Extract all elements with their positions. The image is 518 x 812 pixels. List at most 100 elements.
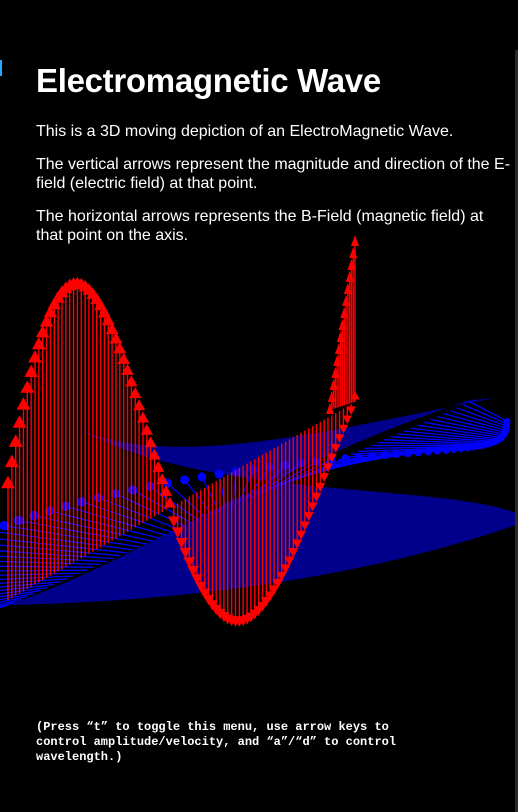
e-field-arrow-head: [351, 235, 359, 246]
b-field-arrow: [364, 446, 474, 450]
e-field-arrow-head: [299, 521, 310, 531]
intro-text: This is a 3D moving depiction of an Elec…: [36, 123, 454, 140]
e-field-arrow-head: [340, 307, 349, 318]
b-field-arrow: [0, 586, 48, 595]
b-field-arrow-head: [214, 469, 224, 479]
b-field-arrow: [0, 555, 108, 563]
b-field-arrow-head: [503, 417, 511, 425]
b-field-arrow-head: [0, 520, 10, 531]
e-field-arrow-head: [183, 557, 196, 568]
e-field-arrow-head: [195, 581, 207, 593]
e-field-arrow-head: [175, 537, 188, 549]
e-field-arrow-head: [315, 482, 326, 492]
b-field-arrow: [436, 415, 506, 433]
b-field-arrow: [450, 410, 507, 429]
e-field-arrow-head: [144, 436, 157, 448]
e-field-arrow-head: [125, 375, 138, 387]
e-field-arrow-head: [152, 461, 165, 472]
e-field-arrow-head: [307, 502, 318, 512]
b-field-arrow: [0, 560, 101, 566]
b-field-description: The horizontal arrows represents the B-F…: [36, 208, 484, 244]
e-field-arrow-head: [345, 271, 354, 282]
e-field-arrow-head: [140, 423, 153, 435]
e-field-arrow-head: [12, 415, 27, 428]
b-field-arrow-head: [145, 481, 155, 491]
b-field-arrow: [0, 575, 75, 581]
e-field-arrow-head: [334, 343, 343, 354]
page-title: Electromagnetic Wave: [36, 62, 381, 99]
controls-help: (Press “t” to toggle this menu, use arro…: [36, 720, 397, 764]
e-field-arrow-head: [136, 411, 150, 423]
e-field-arrow-head: [295, 530, 307, 540]
b-field-arrow-head: [248, 464, 258, 474]
b-field-arrow: [384, 439, 488, 445]
e-field-arrow-head: [202, 594, 215, 606]
e-field-arrow-head: [148, 448, 161, 460]
e-field-arrow-head: [327, 391, 336, 402]
b-field-arrow: [0, 569, 88, 572]
e-field-arrow-head: [198, 588, 211, 599]
b-field-arrow: [469, 401, 508, 422]
e-field-arrow-head: [342, 295, 351, 306]
e-field-arrow-head: [160, 485, 173, 496]
b-field-arrow: [377, 441, 484, 446]
e-field-arrow-head: [338, 424, 349, 434]
e-field-arrow-head: [326, 403, 334, 414]
e-field-arrow-head: [343, 283, 352, 294]
b-field-arrow: [0, 550, 114, 560]
b-field-arrow: [245, 466, 270, 501]
e-field-arrows: [1, 235, 360, 627]
b-field-arrow: [166, 482, 207, 519]
b-field-arrow: [397, 433, 495, 443]
b-field-arrow: [351, 447, 462, 455]
e-field-arrow-head: [288, 548, 299, 558]
e-field-arrow-head: [109, 332, 123, 344]
e-field-arrow-head: [333, 355, 342, 366]
e-field-arrow-head: [284, 556, 295, 566]
e-field-arrow-head: [338, 319, 347, 330]
b-field-arrow: [430, 418, 505, 435]
b-field-arrow: [390, 436, 492, 444]
e-field-arrow-head: [311, 492, 322, 502]
e-field-arrow-head: [171, 527, 184, 538]
e-field-arrow-head: [191, 574, 203, 585]
b-field-arrow-head: [93, 493, 104, 503]
b-field-arrow: [0, 595, 28, 603]
info-menu: Electromagnetic Wave This is a 3D moving…: [36, 62, 514, 259]
e-field-arrow-head: [20, 380, 35, 393]
e-field-arrow-head: [98, 305, 111, 318]
b-field-arrow: [0, 544, 121, 557]
b-field-arrow: [443, 412, 506, 432]
e-field-arrow-head: [272, 578, 284, 589]
e-field-arrow-head: [32, 337, 46, 350]
e-field-arrow-head: [129, 387, 142, 399]
b-field-arrow: [357, 446, 468, 452]
b-field-arrow: [410, 427, 500, 440]
e-field-arrow-head: [35, 325, 50, 338]
b-field-arrow: [344, 448, 454, 458]
e-field-arrow-head: [303, 511, 314, 522]
e-field-arrow-head: [8, 434, 23, 447]
e-field-arrow-head: [121, 363, 134, 375]
b-field-arrow-head: [264, 462, 274, 472]
b-field-arrow: [463, 404, 508, 425]
e-field-arrow-head: [163, 496, 176, 508]
e-field-arrow-head: [179, 547, 192, 559]
focus-marker: [0, 60, 2, 76]
e-field-arrow-head: [346, 406, 356, 415]
e-field-arrow-head: [342, 415, 353, 425]
b-field-arrow: [423, 421, 503, 437]
e-field-arrow-head: [4, 454, 19, 468]
e-field-arrow-head: [276, 571, 287, 582]
b-field-arrow: [251, 464, 286, 499]
e-field-arrow-head: [16, 397, 31, 410]
e-field-arrow-head: [319, 473, 330, 483]
e-field-arrow-head: [323, 463, 333, 473]
e-field-arrow-head: [132, 399, 146, 411]
e-field-arrow-head: [264, 591, 276, 602]
b-field-arrow: [417, 424, 502, 439]
e-field-arrow-head: [105, 322, 119, 334]
e-field-arrow-head: [330, 443, 341, 453]
